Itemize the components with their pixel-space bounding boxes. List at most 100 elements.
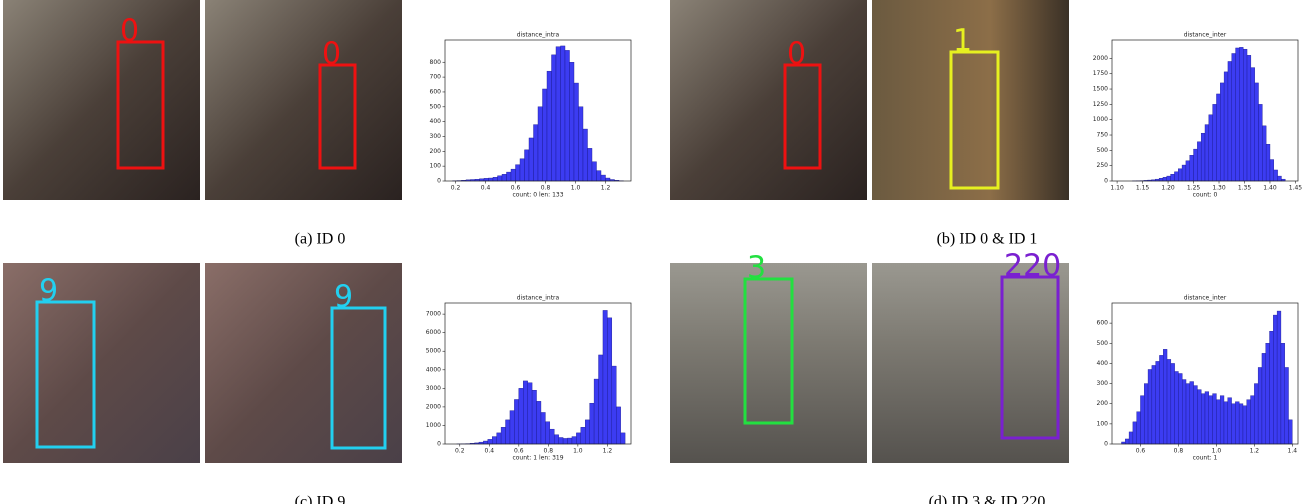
box-label: 9: [334, 280, 353, 315]
histogram-bar: [514, 399, 520, 445]
histogram-bar: [1258, 104, 1263, 182]
bounding-box: [743, 277, 794, 425]
x-tick-label: 1.30: [1212, 185, 1226, 192]
histogram-bar: [510, 168, 516, 182]
histogram-bar: [1185, 383, 1191, 445]
histogram-bar: [1151, 365, 1156, 445]
histogram-bar: [1201, 393, 1206, 445]
histogram-bar: [1223, 401, 1228, 445]
histogram-bar: [1246, 55, 1252, 182]
histogram-bar: [488, 177, 494, 182]
y-tick-label: 1250: [1093, 101, 1108, 108]
chart-title: distance_inter: [1184, 295, 1227, 302]
histogram-bar: [1250, 395, 1255, 445]
histogram-bar: [509, 410, 515, 445]
histogram-bar: [1277, 175, 1282, 182]
caption: (b) ID 0 & ID 1: [937, 231, 1038, 248]
y-tick-label: 100: [430, 163, 442, 170]
y-tick-label: 1000: [426, 422, 441, 429]
y-tick-label: 1500: [1093, 86, 1108, 93]
y-tick-label: 300: [1097, 380, 1109, 387]
y-tick-label: 600: [1097, 320, 1109, 327]
y-tick-label: 100: [1097, 420, 1109, 427]
histogram-bar: [600, 174, 606, 182]
histogram-bar: [492, 177, 498, 182]
histogram-bar: [1243, 48, 1248, 182]
histogram-bar: [1254, 82, 1259, 182]
x-tick-label: 1.25: [1187, 185, 1201, 192]
x-axis-label: count: 0: [1193, 192, 1218, 199]
photo: [3, 263, 200, 463]
histogram-bar: [496, 432, 502, 445]
y-tick-label: 400: [430, 118, 442, 125]
histogram-bar: [1170, 363, 1175, 445]
histogram-bar: [591, 161, 597, 182]
histogram-bar: [611, 365, 617, 445]
histogram-bar: [1147, 369, 1153, 445]
y-tick-label: 200: [430, 148, 442, 155]
histogram-bar: [1125, 438, 1130, 445]
histogram-bar: [1178, 373, 1183, 445]
histogram-bar: [1265, 144, 1271, 182]
histogram-bar: [506, 171, 512, 182]
histogram-bar: [1185, 160, 1190, 182]
x-tick-label: 1.2: [1250, 448, 1260, 455]
x-tick-label: 1.45: [1289, 185, 1303, 192]
y-tick-label: 750: [1097, 132, 1109, 139]
x-tick-label: 1.2: [603, 448, 613, 455]
histogram-bar: [1181, 164, 1187, 182]
histogram-bar: [569, 62, 575, 182]
photo: [872, 263, 1069, 463]
histogram-bar: [501, 174, 507, 182]
box-label: 220: [1004, 249, 1061, 284]
histogram-bar: [576, 432, 582, 445]
histogram-bar: [1231, 53, 1236, 182]
x-tick-label: 0.6: [514, 448, 524, 455]
histogram-bar: [1178, 168, 1183, 182]
y-tick-label: 250: [1097, 162, 1109, 169]
x-tick-label: 1.40: [1263, 185, 1277, 192]
histogram-bar: [518, 388, 524, 445]
histogram-bar: [587, 148, 593, 182]
histogram-bar: [551, 54, 557, 182]
histogram-bar: [1269, 331, 1274, 445]
histogram-bar: [589, 402, 595, 445]
chart-title: distance_intra: [517, 32, 560, 39]
histogram-bar: [1235, 401, 1240, 445]
y-tick-label: 600: [430, 88, 442, 95]
x-axis-label: count: 1: [1193, 455, 1218, 462]
caption: (a) ID 0: [295, 231, 346, 248]
histogram-bar: [515, 164, 521, 182]
histogram-bar: [585, 419, 590, 445]
x-tick-label: 0.8: [544, 448, 554, 455]
histogram-bar: [605, 177, 611, 182]
histogram-bar: [582, 128, 588, 182]
chart-title: distance_intra: [517, 295, 560, 302]
histogram-bar: [1261, 353, 1266, 445]
histogram-bar: [540, 412, 546, 445]
histogram-bar: [546, 70, 552, 182]
histogram-bar: [533, 124, 539, 182]
box-label: 9: [39, 274, 58, 309]
y-tick-label: 5000: [426, 348, 441, 355]
y-tick-label: 500: [1097, 147, 1109, 154]
histogram-bar: [1144, 383, 1149, 445]
histogram-bar: [602, 310, 608, 445]
histogram-bar: [542, 88, 548, 182]
y-tick-label: 500: [1097, 340, 1109, 347]
histogram-bar: [1204, 391, 1209, 445]
histogram-bar: [1189, 381, 1194, 445]
histogram-bar: [596, 170, 602, 182]
histogram-bar: [1242, 405, 1247, 445]
histogram-bar: [1231, 403, 1236, 445]
photo: [872, 0, 1069, 200]
y-tick-label: 300: [430, 133, 442, 140]
y-tick-label: 4000: [426, 366, 441, 373]
histogram-bar: [1288, 419, 1293, 445]
x-tick-label: 1.15: [1136, 185, 1150, 192]
histogram-bar: [1220, 82, 1225, 182]
histogram-bar: [1262, 125, 1267, 182]
histogram-bar: [505, 419, 511, 445]
histogram-bar: [578, 106, 584, 182]
